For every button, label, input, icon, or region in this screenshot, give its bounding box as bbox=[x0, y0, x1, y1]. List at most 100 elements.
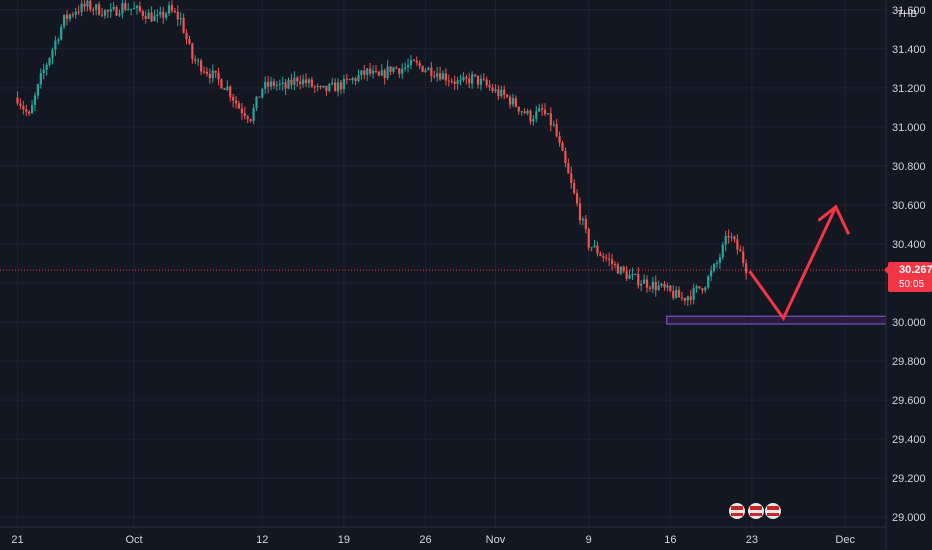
candle-body bbox=[581, 218, 584, 221]
candle-body bbox=[220, 79, 223, 89]
candle-body bbox=[30, 104, 34, 114]
candle-body bbox=[555, 124, 558, 137]
candle-body bbox=[197, 60, 200, 62]
candle-body bbox=[328, 84, 331, 91]
candle-body bbox=[106, 10, 109, 12]
candle-body bbox=[232, 97, 235, 101]
candle-body bbox=[25, 109, 28, 112]
price-tick-label: 30.400 bbox=[892, 239, 926, 251]
candle-body bbox=[299, 81, 302, 85]
candle-body bbox=[48, 58, 51, 65]
candle-body bbox=[514, 98, 517, 107]
candle-body bbox=[264, 81, 267, 89]
time-tick-label: Oct bbox=[126, 534, 143, 546]
candle-body bbox=[100, 14, 104, 16]
candle-body bbox=[707, 276, 710, 288]
time-tick-label: 12 bbox=[256, 534, 268, 546]
candle-body bbox=[252, 108, 255, 121]
candle-body bbox=[465, 76, 468, 79]
us-flag-icon[interactable] bbox=[729, 503, 745, 519]
candle-body bbox=[459, 80, 462, 82]
candle-body bbox=[130, 8, 133, 10]
candle-body bbox=[205, 71, 209, 74]
candle-body bbox=[369, 68, 372, 74]
candle-body bbox=[80, 3, 83, 12]
candle-body bbox=[538, 108, 541, 112]
candle-body bbox=[654, 281, 657, 290]
candle-body bbox=[275, 84, 278, 86]
candle-body bbox=[476, 75, 480, 85]
candle-body bbox=[619, 266, 622, 274]
candle-body bbox=[144, 15, 147, 19]
candle-body bbox=[86, 0, 89, 7]
candle-body bbox=[683, 298, 687, 301]
candle-body bbox=[272, 81, 276, 86]
candle-body bbox=[392, 67, 395, 72]
candle-body bbox=[267, 81, 270, 87]
candle-body bbox=[354, 78, 357, 81]
candle-body bbox=[95, 4, 98, 10]
candle-body bbox=[45, 64, 48, 70]
price-tick-label: 29.400 bbox=[892, 434, 926, 446]
candle-body bbox=[532, 119, 535, 122]
candle-body bbox=[675, 289, 678, 298]
last-price-badge: 30.267 50:05 bbox=[884, 261, 932, 292]
candle-body bbox=[736, 239, 739, 250]
candle-body bbox=[520, 111, 523, 113]
candle-body bbox=[427, 67, 430, 71]
candle-body bbox=[745, 263, 748, 274]
candle-body bbox=[724, 236, 727, 245]
candle-body bbox=[453, 81, 456, 84]
candle-body bbox=[491, 87, 494, 92]
candle-body bbox=[610, 259, 614, 264]
candle-body bbox=[631, 273, 634, 275]
event-markers[interactable] bbox=[729, 503, 781, 519]
candle-body bbox=[83, 3, 86, 7]
us-flag-icon[interactable] bbox=[748, 503, 764, 519]
candle-body bbox=[596, 245, 599, 254]
candle-body bbox=[648, 287, 652, 289]
candle-body bbox=[672, 290, 675, 298]
candle-body bbox=[366, 68, 369, 75]
candle-body bbox=[199, 60, 203, 72]
candle-body bbox=[441, 73, 445, 80]
time-axis-labels: 21 Oct 12 19 26 Nov 9 16 23 Dec bbox=[11, 534, 855, 546]
time-axis[interactable] bbox=[0, 527, 932, 550]
candle-body bbox=[261, 88, 264, 98]
candle-body bbox=[258, 96, 261, 98]
candle-body bbox=[374, 70, 378, 72]
candle-body bbox=[421, 65, 424, 72]
candle-body bbox=[540, 108, 544, 110]
candle-body bbox=[322, 85, 325, 88]
candle-body bbox=[71, 14, 74, 16]
candle-body bbox=[191, 43, 194, 60]
time-tick-label: Dec bbox=[835, 534, 855, 546]
candle-body bbox=[348, 79, 351, 81]
candle-body bbox=[284, 82, 287, 89]
candle-body bbox=[710, 270, 713, 277]
candle-body bbox=[179, 17, 182, 20]
candle-body bbox=[249, 119, 252, 121]
candle-body bbox=[500, 89, 503, 97]
time-tick-label: 26 bbox=[419, 534, 431, 546]
candle-body bbox=[637, 273, 640, 286]
price-tick-label: 31.600 bbox=[892, 5, 926, 17]
price-tick-label: 30.800 bbox=[892, 161, 926, 173]
price-tick-label: 31.200 bbox=[892, 83, 926, 95]
candle-body bbox=[602, 255, 605, 258]
candle-body bbox=[485, 79, 488, 86]
projection-arrow-line[interactable] bbox=[748, 206, 838, 322]
price-tick-label: 31.000 bbox=[892, 122, 926, 134]
candle-body bbox=[523, 111, 526, 114]
candle-body bbox=[165, 13, 168, 18]
candle-body bbox=[418, 62, 421, 66]
projection-arrow-head[interactable] bbox=[817, 204, 851, 235]
projection-arrow[interactable] bbox=[748, 204, 851, 322]
candle-body bbox=[712, 264, 716, 271]
time-tick-label: 9 bbox=[586, 534, 592, 546]
candle-body bbox=[68, 14, 72, 19]
us-flag-icon[interactable] bbox=[765, 503, 781, 519]
candle-body bbox=[182, 17, 185, 33]
candle-body bbox=[357, 75, 360, 81]
